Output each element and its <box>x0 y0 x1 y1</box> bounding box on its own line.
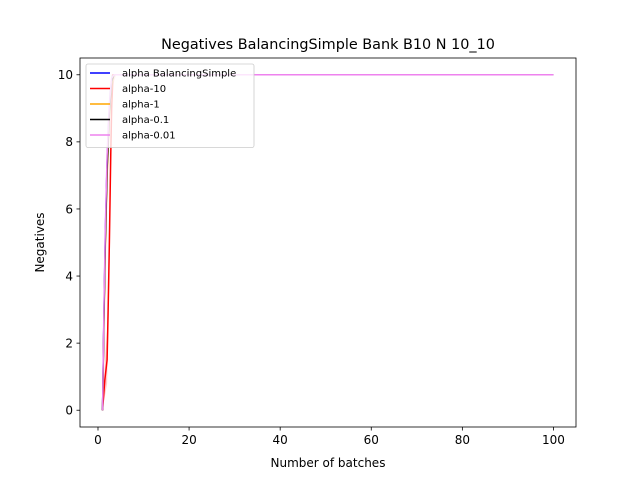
x-axis-label: Number of batches <box>271 456 386 470</box>
x-tick-label: 20 <box>181 433 196 447</box>
chart-title: Negatives BalancingSimple Bank B10 N 10_… <box>161 37 495 53</box>
y-tick-label: 2 <box>65 336 73 350</box>
y-axis-label: Negatives <box>33 212 47 272</box>
y-tick-label: 8 <box>65 135 73 149</box>
legend-label-4: alpha-0.1 <box>122 115 169 126</box>
x-tick-label: 60 <box>364 433 379 447</box>
y-tick-label: 6 <box>65 202 73 216</box>
y-tick-label: 4 <box>65 269 73 283</box>
y-tick-label: 0 <box>65 404 73 418</box>
x-tick-label: 80 <box>455 433 470 447</box>
x-tick-label: 40 <box>273 433 288 447</box>
x-axis-ticks: 0 20 40 60 80 100 <box>94 427 565 447</box>
legend-label-5: alpha-0.01 <box>122 131 176 142</box>
legend-label-1: alpha BalancingSimple <box>122 69 236 80</box>
x-tick-label: 0 <box>94 433 102 447</box>
legend-label-3: alpha-1 <box>122 100 160 111</box>
y-axis-ticks: 0 2 4 6 8 10 <box>58 68 80 418</box>
legend-frame <box>85 63 255 148</box>
y-tick-label: 10 <box>58 68 73 82</box>
axes-spines <box>79 57 577 428</box>
x-tick-label: 100 <box>542 433 565 447</box>
legend: alpha BalancingSimple alpha-10 alpha-1 alph… <box>85 63 255 148</box>
legend-label-2: alpha-10 <box>122 84 166 95</box>
axes-frame <box>79 57 577 428</box>
